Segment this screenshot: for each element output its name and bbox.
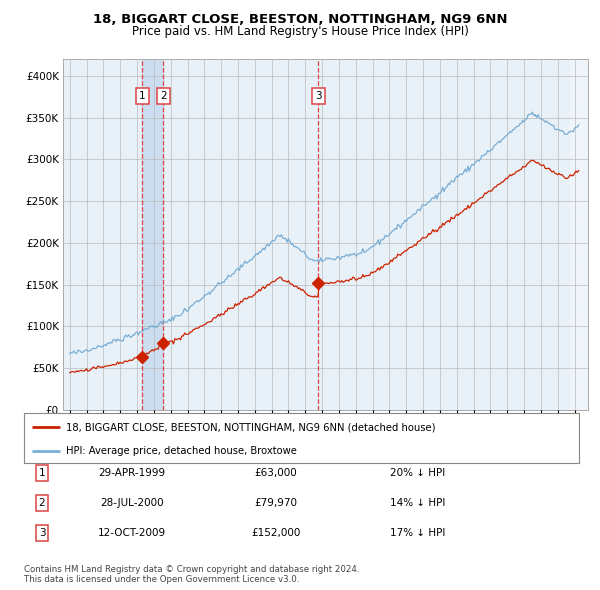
Text: 12-OCT-2009: 12-OCT-2009 [98,529,166,538]
Text: 28-JUL-2000: 28-JUL-2000 [100,498,164,507]
Bar [142,59,163,410]
Text: 3: 3 [38,529,46,538]
Text: £63,000: £63,000 [254,468,298,478]
Text: 3: 3 [315,91,322,101]
Text: 18, BIGGART CLOSE, BEESTON, NOTTINGHAM, NG9 6NN (detached house): 18, BIGGART CLOSE, BEESTON, NOTTINGHAM, … [65,422,435,432]
Text: £79,970: £79,970 [254,498,298,507]
Text: 1: 1 [38,468,46,478]
Text: 2: 2 [160,91,167,101]
Text: Price paid vs. HM Land Registry's House Price Index (HPI): Price paid vs. HM Land Registry's House … [131,25,469,38]
Text: 14% ↓ HPI: 14% ↓ HPI [390,498,445,507]
Text: 20% ↓ HPI: 20% ↓ HPI [390,468,445,478]
Text: 17% ↓ HPI: 17% ↓ HPI [390,529,445,538]
Text: Contains HM Land Registry data © Crown copyright and database right 2024.: Contains HM Land Registry data © Crown c… [24,565,359,573]
Text: 18, BIGGART CLOSE, BEESTON, NOTTINGHAM, NG9 6NN: 18, BIGGART CLOSE, BEESTON, NOTTINGHAM, … [93,13,507,26]
Text: 1: 1 [139,91,146,101]
Text: This data is licensed under the Open Government Licence v3.0.: This data is licensed under the Open Gov… [24,575,299,584]
Bar [571,59,588,410]
Text: £152,000: £152,000 [251,529,301,538]
Text: 29-APR-1999: 29-APR-1999 [98,468,166,478]
Text: 2: 2 [38,498,46,507]
Text: HPI: Average price, detached house, Broxtowe: HPI: Average price, detached house, Brox… [65,445,296,455]
